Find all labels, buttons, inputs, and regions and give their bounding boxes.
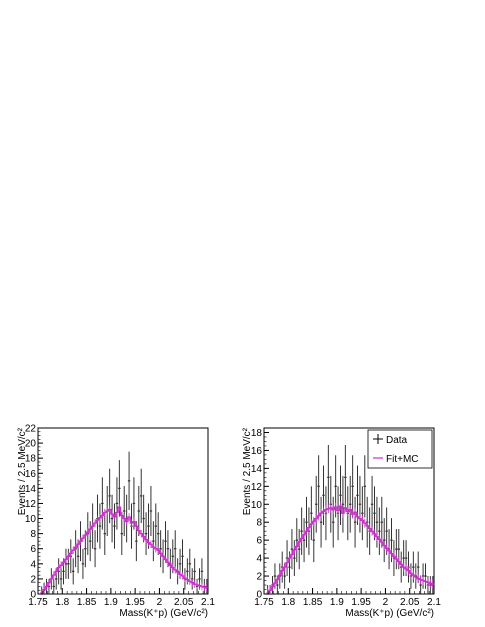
y-tick-label: 6 [30, 544, 36, 555]
y-tick-label: 14 [251, 464, 263, 475]
y-tick-label: 10 [25, 514, 37, 525]
y-tick-label: 12 [251, 482, 263, 493]
x-ticks: 1.75 1.8 1.85 1.9 1.95 2 2.05 2.1 [28, 588, 215, 608]
x-tick-label: 1.9 [330, 597, 344, 608]
legend-box [367, 429, 433, 469]
fit-line [40, 503, 208, 594]
y-tick-label: 6 [256, 536, 262, 547]
y-tick-label: 12 [25, 499, 37, 510]
x-tick-label: 2.1 [427, 597, 441, 608]
y-tick-label: 4 [30, 559, 36, 570]
y-tick-label: 4 [256, 554, 262, 565]
y-tick-label: 0 [30, 590, 36, 601]
y-tick-label: 2 [256, 572, 262, 583]
x-tick-label: 1.75 [28, 597, 48, 608]
x-tick-label: 2.1 [201, 597, 215, 608]
y-axis-label: Events / 2.5 MeV/c² [17, 427, 28, 515]
y-tick-label: 14 [25, 484, 37, 495]
x-axis-label: Mass(K⁺p) (GeV/c²) [119, 608, 208, 619]
y-tick-label: 8 [30, 529, 36, 540]
x-tick-label: 2.05 [400, 597, 420, 608]
legend-label-fit: Fit+MC [386, 454, 419, 465]
plot-frame [263, 427, 435, 595]
y-tick-label: 2 [30, 574, 36, 585]
y-tick-label: 8 [256, 518, 262, 529]
y-tick-label: 18 [251, 428, 263, 439]
y-tick-label: 16 [25, 469, 37, 480]
chart-right: 0 2 4 6 8 10 12 14 16 18 1.75 1.8 1.85 1.9 1.95 2 2.05 2… [242, 427, 441, 619]
x-tick-label: 2 [157, 597, 163, 608]
y-ticks: 0 2 4 6 8 10 12 14 16 18 [251, 427, 269, 601]
x-tick-label: 1.85 [303, 597, 323, 608]
x-tick-label: 2 [383, 597, 389, 608]
y-tick-label: 22 [25, 424, 37, 435]
x-tick-label: 2.05 [174, 597, 194, 608]
x-tick-label: 1.95 [351, 597, 371, 608]
y-tick-label: 16 [251, 446, 263, 457]
x-ticks: 1.75 1.8 1.85 1.9 1.95 2 2.05 2.1 [254, 588, 441, 608]
x-tick-label: 1.85 [77, 597, 97, 608]
legend-label-data: Data [386, 435, 408, 446]
y-tick-label: 20 [25, 439, 37, 450]
y-ticks: 0 2 4 6 8 10 12 14 16 18 20 22 [25, 424, 43, 601]
x-axis-label: Mass(K⁺p) (GeV/c²) [345, 608, 434, 619]
fit-line [266, 501, 434, 594]
y-tick-label: 0 [256, 590, 262, 601]
x-tick-label: 1.75 [254, 597, 274, 608]
y-tick-label: 10 [251, 500, 263, 511]
x-tick-label: 1.8 [55, 597, 69, 608]
x-tick-label: 1.8 [281, 597, 295, 608]
y-axis-label: Events / 2.5 MeV/c² [242, 427, 253, 515]
x-tick-label: 1.9 [104, 597, 118, 608]
y-tick-label: 18 [25, 454, 37, 465]
x-tick-label: 1.95 [125, 597, 145, 608]
legend: Data Fit+MC [367, 429, 433, 469]
